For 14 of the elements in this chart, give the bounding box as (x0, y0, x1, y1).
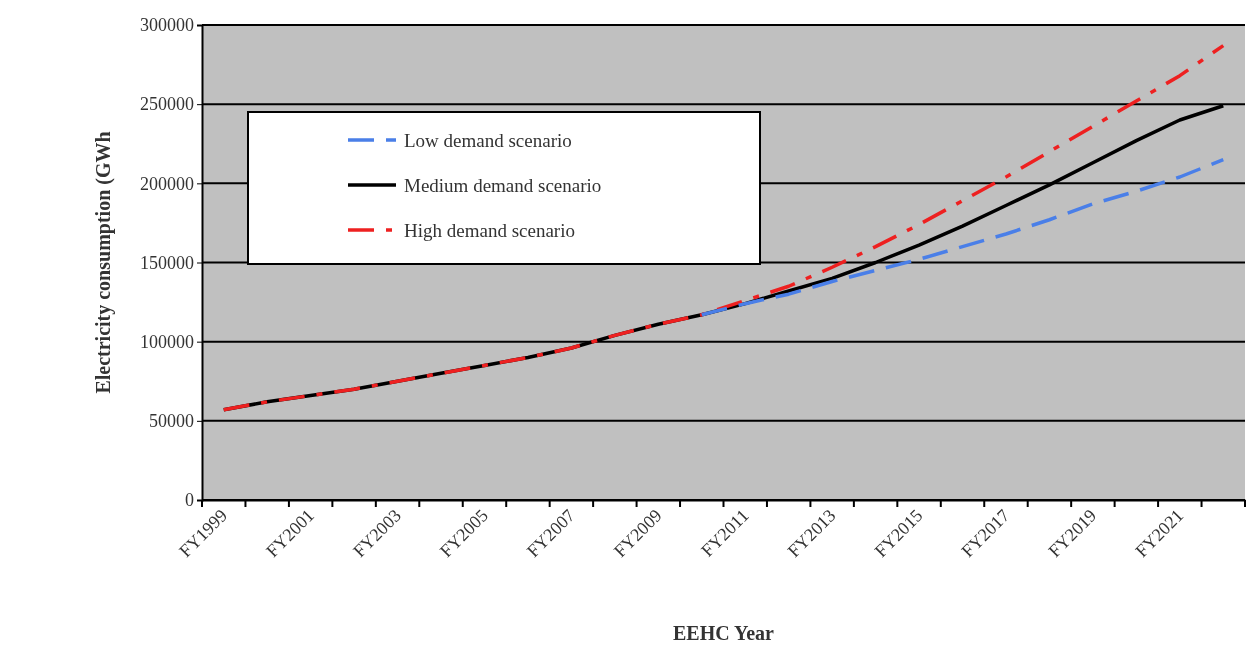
y-tick-label: 250000 (140, 94, 194, 115)
y-tick-label: 300000 (140, 15, 194, 36)
line-series (221, 43, 1226, 412)
y-tick-label: 200000 (140, 173, 194, 194)
legend-label: High demand scenario (404, 219, 575, 241)
legend-label: Medium demand scenario (404, 174, 602, 196)
y-tick-label: 0 (185, 490, 194, 511)
x-axis-title: EEHC Year (673, 622, 775, 644)
y-axis-title: Electricity consumption (GWh (92, 131, 115, 394)
y-tick-label: 50000 (149, 411, 194, 432)
legend-label: Low demand scenario (404, 129, 572, 151)
y-tick-label: 100000 (140, 331, 194, 352)
y-tick-label: 150000 (140, 252, 194, 273)
line-series (700, 157, 1226, 317)
